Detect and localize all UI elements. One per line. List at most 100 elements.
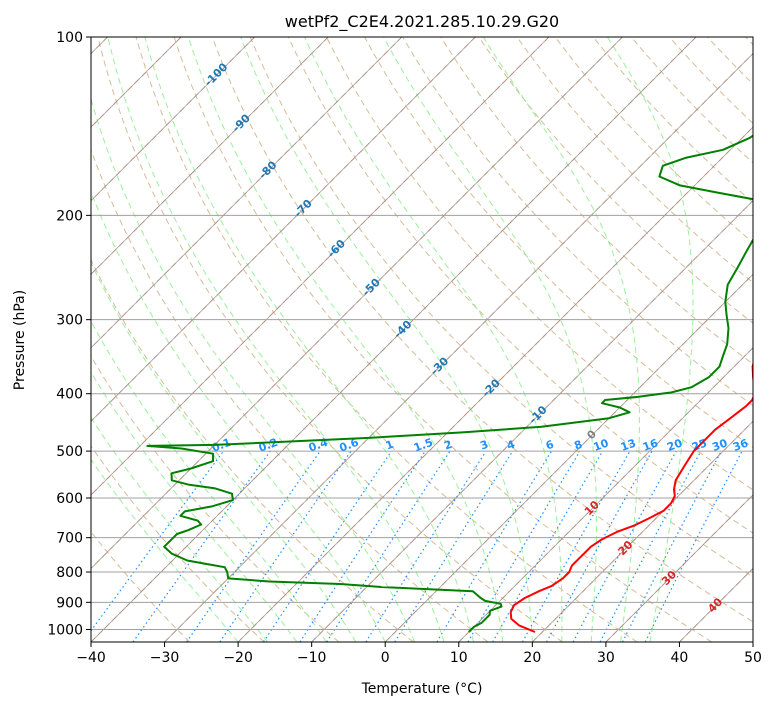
moist-adiabat-line bbox=[187, 37, 504, 642]
moist-adiabat-line bbox=[606, 37, 694, 642]
skewed-grid-line bbox=[237, 126, 753, 642]
dry-adiabat-line bbox=[478, 37, 753, 324]
mixing-ratio-line bbox=[132, 450, 271, 642]
skewed-grid-line bbox=[91, 37, 403, 349]
mixing-ratio-label: 0.2 bbox=[257, 436, 280, 455]
x-tick-label: 30 bbox=[597, 650, 615, 666]
x-tick-label: −20 bbox=[223, 650, 253, 666]
skewed-grid-line bbox=[532, 420, 753, 642]
moist-adiabat-line bbox=[107, 37, 445, 642]
dry-adiabat-line bbox=[211, 37, 753, 623]
x-tick-label: −40 bbox=[76, 650, 106, 666]
mixing-ratio-label: 30 bbox=[710, 436, 729, 454]
moist-adiabat-line bbox=[91, 416, 268, 642]
x-tick-label: −30 bbox=[150, 650, 180, 666]
mixing-ratio-label: 4 bbox=[505, 438, 517, 453]
dry-adiabat-line bbox=[173, 37, 713, 642]
mixing-ratio-label: 2 bbox=[442, 438, 454, 453]
y-tick-label: 1000 bbox=[47, 622, 83, 638]
mixing-ratio-label: 36 bbox=[731, 436, 750, 454]
moist-adiabat-line bbox=[91, 371, 298, 642]
dewpoint-profile-line bbox=[146, 134, 753, 633]
skewed-grid-line bbox=[605, 494, 753, 642]
dry-adiabat-line bbox=[249, 37, 753, 578]
moist-adiabat-line bbox=[91, 458, 239, 642]
dry-adiabat-line bbox=[402, 37, 753, 407]
plot-frame bbox=[90, 36, 754, 643]
x-tick-label: 10 bbox=[450, 650, 468, 666]
mixing-ratio-label: 0.6 bbox=[338, 436, 361, 455]
mixing-ratio-line bbox=[262, 450, 392, 642]
dry-adiabat-line bbox=[440, 37, 753, 365]
mixing-ratio-line bbox=[599, 450, 702, 642]
mixing-ratio-label: 3 bbox=[478, 438, 490, 453]
skewed-grid-line bbox=[458, 347, 753, 642]
x-tick-label: 20 bbox=[523, 650, 541, 666]
mixing-ratio-label: 16 bbox=[641, 436, 660, 454]
x-tick-label: −10 bbox=[297, 650, 327, 666]
dry-adiabat-line bbox=[91, 258, 414, 642]
skewed-grid-line bbox=[91, 37, 550, 496]
plot-area: -100-90-80-70-60-50-40-30-20-10010203040… bbox=[91, 37, 753, 642]
y-tick-label: 600 bbox=[56, 491, 83, 507]
dry-adiabat-line bbox=[364, 37, 753, 449]
mixing-ratio-line bbox=[299, 450, 426, 642]
y-tick-label: 200 bbox=[56, 208, 83, 224]
dry-adiabat-line bbox=[91, 445, 265, 642]
y-tick-label: 800 bbox=[56, 565, 83, 581]
mixing-ratio-line bbox=[467, 450, 581, 642]
y-axis-title: Pressure (hPa) bbox=[12, 290, 28, 390]
y-tick-label: 500 bbox=[56, 444, 83, 460]
y-tick-label: 900 bbox=[56, 595, 83, 611]
skewed-grid-line bbox=[164, 52, 753, 642]
mixing-ratio-line bbox=[572, 450, 677, 642]
skewed-grid-line bbox=[91, 37, 476, 422]
mixing-ratio-label: 6 bbox=[544, 438, 556, 453]
x-tick-label: 0 bbox=[381, 650, 390, 666]
skewed-grid-line bbox=[311, 200, 753, 642]
skewed-grid-line bbox=[91, 37, 623, 570]
skewed-grid-line bbox=[91, 37, 697, 642]
chart-title: wetPf2_C2E4.2021.285.10.29.G20 bbox=[285, 12, 559, 32]
moist-adiabat-line bbox=[383, 37, 598, 642]
y-tick-label: 300 bbox=[56, 313, 83, 329]
dry-adiabat-line bbox=[97, 37, 563, 642]
y-tick-label: 100 bbox=[56, 30, 83, 46]
mixing-ratio-label: 20 bbox=[665, 436, 684, 454]
dry-adiabat-line bbox=[325, 37, 753, 491]
dry-adiabat-line bbox=[135, 37, 638, 642]
dry-adiabat-line bbox=[91, 148, 489, 642]
moist-adiabat-line bbox=[482, 37, 640, 642]
dry-adiabat-line bbox=[287, 37, 753, 534]
mixing-ratio-label: 1.5 bbox=[412, 436, 435, 455]
moist-adiabat-line bbox=[144, 37, 474, 642]
temperature-profile-line bbox=[509, 360, 753, 633]
x-tick-label: 40 bbox=[671, 650, 689, 666]
mixing-ratio-line bbox=[186, 450, 321, 642]
moist-adiabat-line bbox=[91, 320, 327, 642]
moist-adiabat-line bbox=[240, 37, 533, 642]
mixing-ratio-label: 13 bbox=[619, 436, 638, 453]
moist-adiabat-line bbox=[91, 97, 416, 642]
x-tick-label: 50 bbox=[744, 650, 762, 666]
x-axis-title: Temperature (°C) bbox=[361, 681, 483, 697]
y-tick-label: 400 bbox=[56, 387, 83, 403]
mixing-ratio-line bbox=[365, 450, 487, 642]
mixing-ratio-line bbox=[219, 450, 352, 642]
moist-adiabat-line bbox=[91, 261, 357, 642]
moist-adiabat-line bbox=[91, 190, 386, 642]
axes: −40 −30 −20 −10 0 10 20 30 40 5010020030040050060… bbox=[47, 30, 762, 666]
skewed-grid-line bbox=[384, 273, 753, 642]
mixing-ratio-line bbox=[436, 450, 553, 642]
mixing-ratio-line bbox=[326, 450, 451, 642]
skewed-grid-line bbox=[91, 37, 255, 202]
mixing-ratio-label: 8 bbox=[572, 438, 584, 453]
mixing-ratio-label: 10 bbox=[592, 436, 611, 454]
mixing-ratio-label: 1 bbox=[384, 438, 396, 453]
y-tick-label: 700 bbox=[56, 531, 83, 547]
skewed-grid-line bbox=[91, 37, 329, 275]
moist-adiabat-line bbox=[304, 37, 563, 642]
